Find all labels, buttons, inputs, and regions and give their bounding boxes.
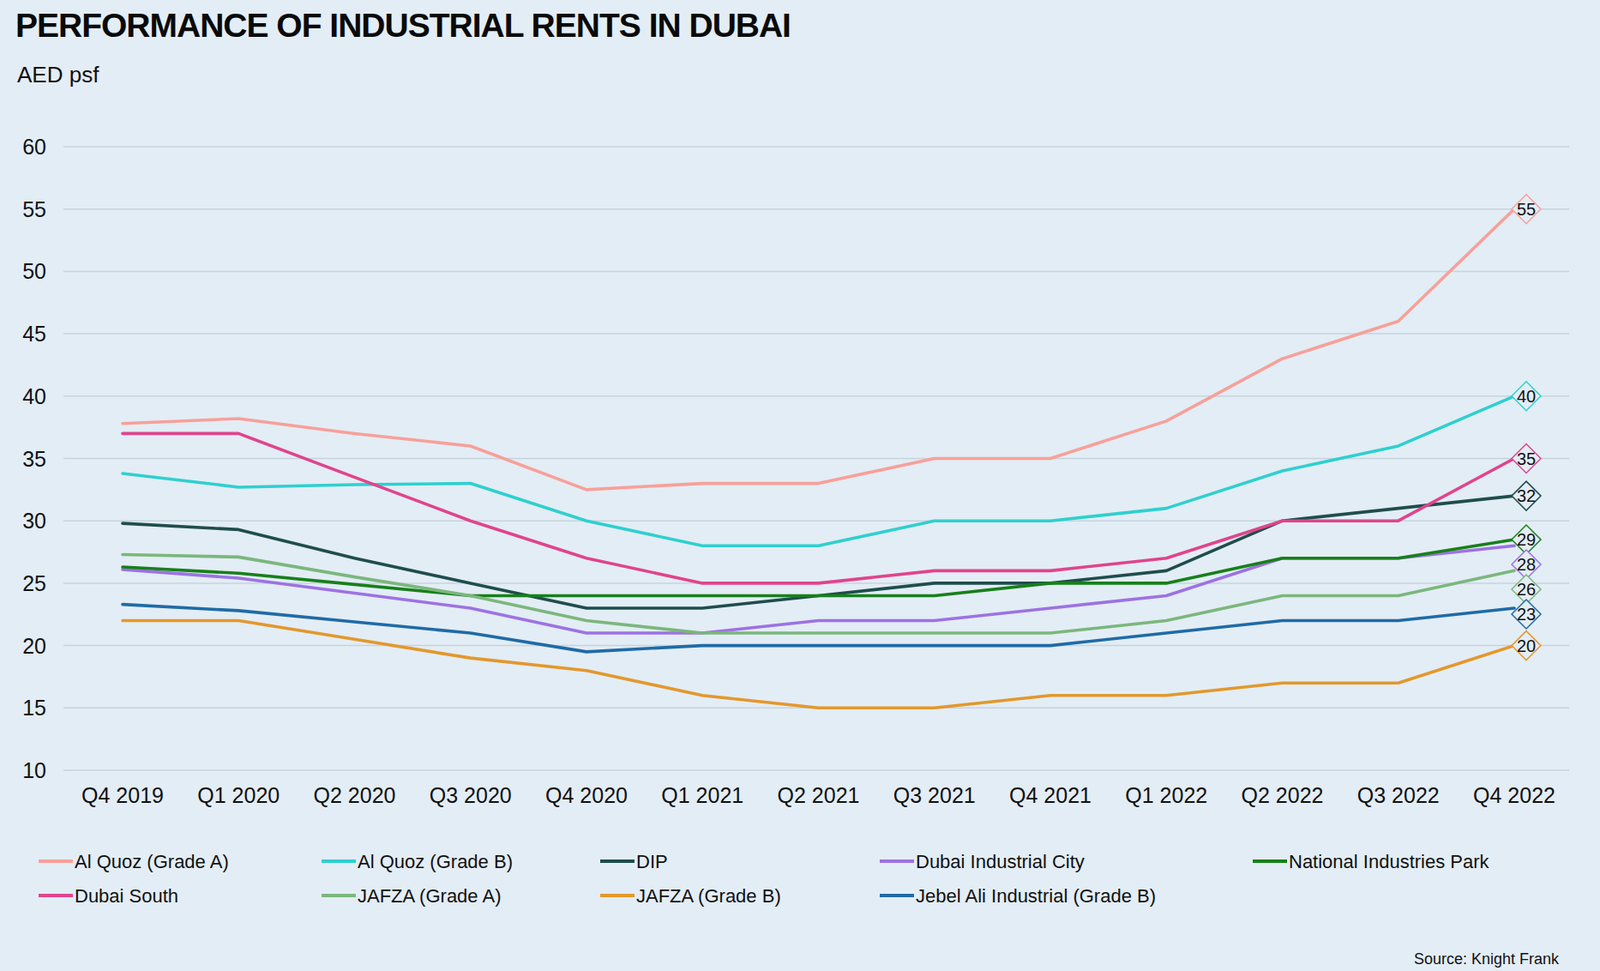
- series-line: [122, 209, 1515, 490]
- legend-swatch: [600, 893, 635, 897]
- legend: Al Quoz (Grade A) Al Quoz (Grade B) DIP Dub…: [38, 850, 1491, 907]
- legend-swatch: [38, 859, 73, 863]
- legend-label: Al Quoz (Grade A): [74, 850, 229, 873]
- data-label: 35: [1516, 449, 1536, 469]
- grid-line: [63, 332, 1570, 335]
- data-label: 28: [1516, 554, 1536, 574]
- grid-line: [63, 208, 1570, 211]
- y-tick-label: 40: [22, 384, 47, 409]
- x-tick-label: Q3 2022: [1357, 782, 1440, 807]
- legend-swatch: [38, 893, 73, 897]
- x-tick-label: Q3 2020: [429, 782, 512, 807]
- series-line: [122, 604, 1515, 652]
- chart: PERFORMANCE OF INDUSTRIAL RENTS IN DUBAI…: [0, 0, 1600, 971]
- data-label: 40: [1516, 386, 1536, 406]
- legend-swatch: [1252, 859, 1288, 863]
- y-tick-label: 45: [22, 321, 47, 346]
- y-tick-label: 20: [22, 633, 47, 658]
- label-diamond: [1511, 599, 1541, 629]
- legend-swatch: [879, 893, 915, 897]
- legend-swatch: [321, 893, 356, 897]
- y-tick-label: 35: [22, 446, 47, 471]
- data-label: 23: [1516, 604, 1536, 624]
- legend-label: Jebel Ali Industrial (Grade B): [915, 884, 1156, 907]
- legend-label: Dubai South: [74, 884, 179, 907]
- y-tick-label: 55: [22, 197, 47, 222]
- subtitle: AED psf: [17, 61, 100, 88]
- y-tick-label: 50: [22, 258, 47, 283]
- data-label: 26: [1516, 579, 1536, 599]
- grid-line: [63, 395, 1570, 397]
- legend-swatch: [321, 859, 356, 863]
- legend-swatch: [600, 859, 635, 863]
- y-tick-label: 10: [22, 757, 47, 782]
- lines: [122, 209, 1515, 709]
- data-label: 32: [1516, 486, 1536, 506]
- legend-label: DIP: [636, 850, 668, 873]
- label-diamond: [1511, 481, 1541, 511]
- x-tick-label: Q1 2020: [197, 782, 280, 807]
- y-tick-label: 60: [22, 134, 47, 159]
- y-tick-label: 15: [22, 695, 47, 720]
- label-diamond: [1511, 444, 1541, 474]
- x-tick-label: Q2 2020: [313, 782, 397, 807]
- series-line: [122, 396, 1515, 546]
- x-tick-label: Q3 2021: [893, 782, 976, 807]
- x-tick-label: Q2 2022: [1241, 782, 1324, 807]
- x-tick-label: Q4 2019: [81, 782, 164, 807]
- background: [0, 0, 1600, 971]
- label-diamond: [1511, 194, 1541, 224]
- data-label: 20: [1516, 636, 1536, 656]
- x-tick-label: Q4 2020: [545, 782, 628, 807]
- series-line: [122, 433, 1515, 583]
- title: PERFORMANCE OF INDUSTRIAL RENTS IN DUBAI: [15, 6, 791, 44]
- source: Source: Knight Frank: [1413, 950, 1560, 968]
- x-tick-label: Q1 2022: [1124, 782, 1208, 807]
- x-tick-label: Q4 2022: [1473, 782, 1556, 807]
- legend-label: National Industries Park: [1288, 850, 1491, 873]
- legend-label: Al Quoz (Grade B): [357, 850, 513, 873]
- data-label: 55: [1516, 199, 1536, 219]
- x-tick-label: Q2 2021: [777, 782, 861, 807]
- legend-label: JAFZA (Grade A): [357, 884, 502, 907]
- grid-line: [63, 769, 1570, 771]
- y-tick-label: 30: [22, 508, 47, 533]
- label-diamond: [1511, 631, 1541, 661]
- legend-label: Dubai Industrial City: [915, 850, 1085, 873]
- label-diamond: [1511, 381, 1541, 411]
- grid-line: [63, 270, 1570, 273]
- legend-label: JAFZA (Grade B): [636, 884, 782, 907]
- data-label: 29: [1516, 529, 1536, 549]
- y-tick-label: 25: [22, 571, 47, 596]
- grid-line: [63, 145, 1570, 148]
- series-line: [122, 539, 1515, 596]
- series-line: [122, 620, 1515, 709]
- grid: [63, 146, 1570, 770]
- x-tick-label: Q4 2021: [1009, 782, 1092, 807]
- legend-swatch: [879, 859, 915, 863]
- x-tick-label: Q1 2021: [661, 782, 744, 807]
